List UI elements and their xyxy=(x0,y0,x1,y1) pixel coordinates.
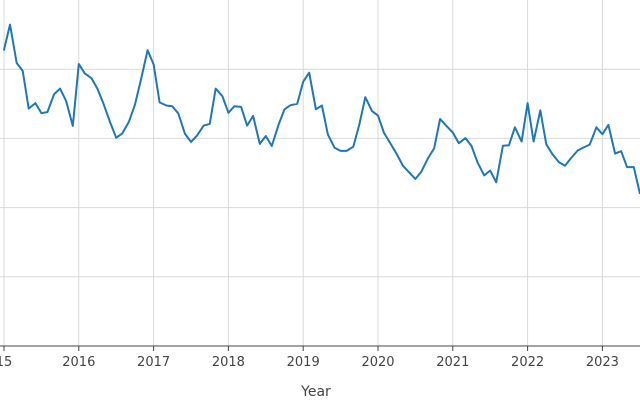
x-tick-label: 2021 xyxy=(436,355,469,370)
x-tick-label: 2018 xyxy=(212,355,245,370)
series-line xyxy=(3,23,640,195)
x-tick-label: 2023 xyxy=(586,355,619,370)
y-gridlines xyxy=(0,68,640,278)
x-tick-label: 2016 xyxy=(62,355,95,370)
x-gridlines xyxy=(3,0,603,346)
x-tick-label: 15 xyxy=(0,355,12,370)
x-tick-label: 2022 xyxy=(511,355,544,370)
x-axis-title: Year xyxy=(300,384,331,400)
x-tick-label: 2019 xyxy=(287,355,320,370)
series-layer xyxy=(3,23,640,195)
x-tick-label: 2017 xyxy=(137,355,170,370)
x-axis-ticks: 15 2016 2017 2018 2019 2020 2021 2022 2023 xyxy=(0,346,619,370)
x-tick-label: 2020 xyxy=(361,355,394,370)
